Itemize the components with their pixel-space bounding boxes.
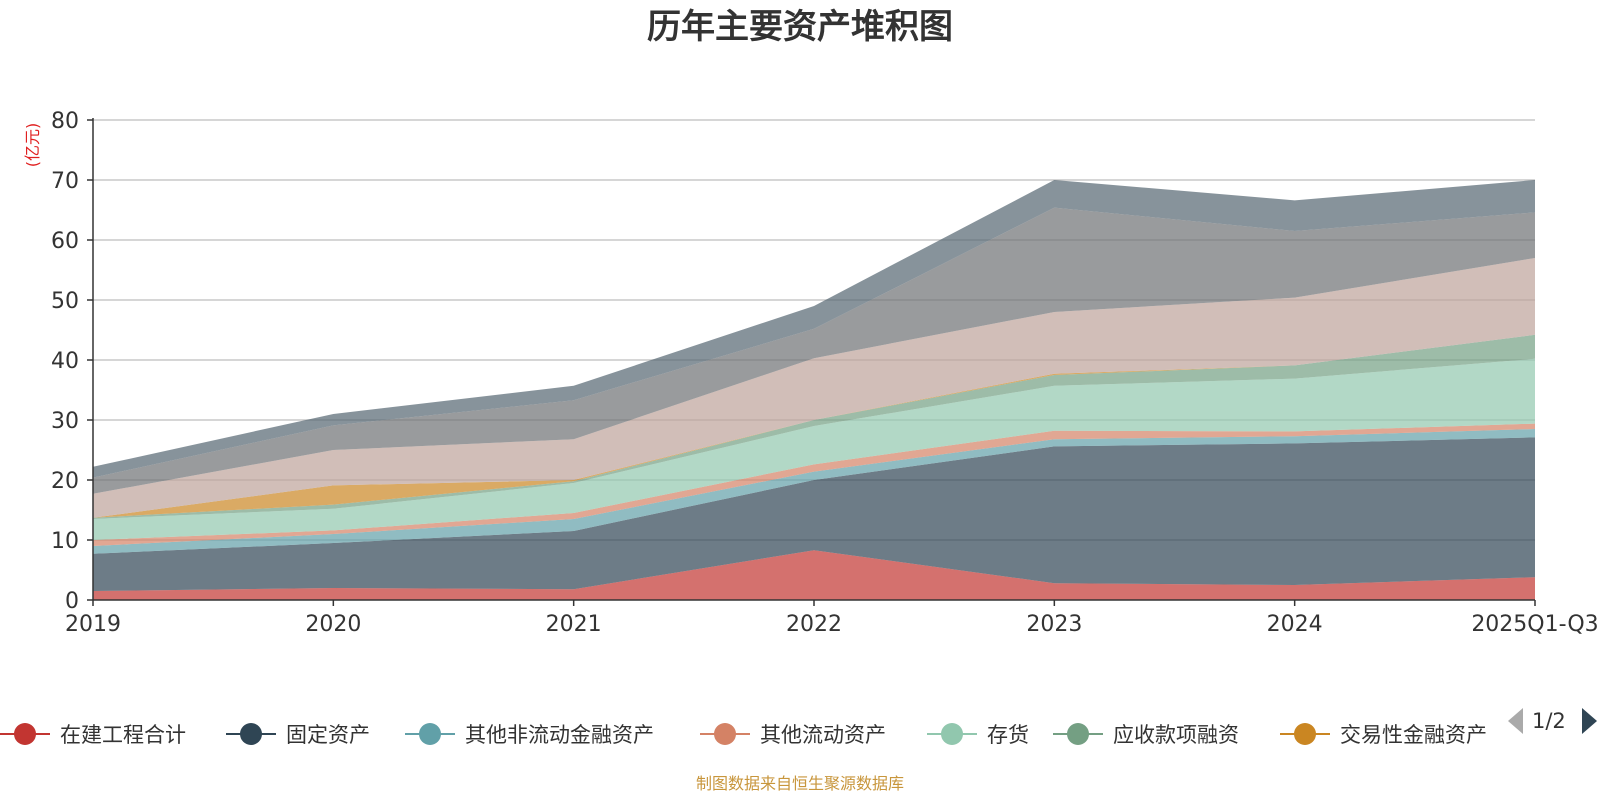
y-tick-label: 50	[51, 289, 79, 314]
area-series-0[interactable]	[93, 550, 1535, 600]
area-series-2[interactable]	[93, 429, 1535, 554]
x-tick-label: 2025Q1-Q3	[1471, 612, 1598, 637]
legend-item[interactable]: 其他流动资产	[700, 723, 886, 747]
area-series-5[interactable]	[93, 334, 1535, 519]
y-tick-label: 80	[51, 109, 79, 134]
y-axis-unit: (亿元)	[23, 123, 42, 168]
legend-item[interactable]: 交易性金融资产	[1280, 723, 1487, 747]
legend-prev-page-icon[interactable]	[1508, 708, 1523, 734]
x-tick-label: 2023	[1026, 612, 1082, 637]
legend-circle-icon	[419, 723, 441, 745]
legend-item[interactable]: 应收款项融资	[1053, 723, 1239, 747]
legend-label: 其他非流动金融资产	[465, 723, 654, 747]
data-source-note: 制图数据来自恒生聚源数据库	[696, 774, 904, 793]
x-tick-label: 2021	[546, 612, 602, 637]
legend-circle-icon	[1067, 723, 1089, 745]
area-series-6[interactable]	[93, 334, 1535, 518]
legend-circle-icon	[941, 723, 963, 745]
area-series-8[interactable]	[93, 207, 1535, 494]
x-tick-label: 2019	[65, 612, 121, 637]
legend-label: 其他流动资产	[760, 723, 886, 747]
legend-page-indicator: 1/2	[1532, 709, 1566, 733]
area-series-group	[93, 180, 1535, 600]
area-series-4[interactable]	[93, 358, 1535, 540]
legend-label: 交易性金融资产	[1340, 723, 1487, 747]
legend-label: 固定资产	[286, 723, 370, 747]
legend-circle-icon	[14, 723, 36, 745]
legend-pager: 1/2	[1508, 708, 1597, 734]
y-tick-label: 60	[51, 229, 79, 254]
legend-label: 应收款项融资	[1113, 723, 1239, 747]
x-tick-label: 2022	[786, 612, 842, 637]
y-tick-label: 40	[51, 349, 79, 374]
legend-label: 存货	[987, 723, 1029, 747]
legend-label: 在建工程合计	[60, 723, 186, 747]
legend-item[interactable]: 在建工程合计	[0, 723, 186, 747]
y-tick-label: 10	[51, 529, 79, 554]
chart-title: 历年主要资产堆积图	[647, 7, 953, 47]
legend-next-page-icon[interactable]	[1582, 708, 1597, 734]
legend-circle-icon	[714, 723, 736, 745]
area-series-7[interactable]	[93, 258, 1535, 518]
legend-circle-icon	[240, 723, 262, 745]
legend-item[interactable]: 固定资产	[226, 723, 370, 747]
legend-circle-icon	[1294, 723, 1316, 745]
area-series-9[interactable]	[93, 180, 1535, 478]
legend-item[interactable]: 其他非流动金融资产	[405, 723, 654, 747]
legend: 在建工程合计 固定资产 其他非流动金融资产 其他流动资产 存货 应收款项融资 交易性金融资产	[0, 723, 1487, 747]
x-tick-labels: 2019 2020 2021 2022 2023 2024 2025Q1-Q3	[65, 600, 1599, 637]
legend-item[interactable]: 存货	[927, 723, 1029, 747]
x-tick-label: 2020	[305, 612, 361, 637]
y-tick-label: 70	[51, 169, 79, 194]
y-tick-label: 0	[65, 589, 79, 614]
x-tick-label: 2024	[1267, 612, 1323, 637]
y-tick-label: 20	[51, 469, 79, 494]
y-tick-label: 30	[51, 409, 79, 434]
y-tick-labels: 0 10 20 30 40 50 60 70 80	[51, 109, 93, 614]
area-series-1[interactable]	[93, 437, 1535, 591]
